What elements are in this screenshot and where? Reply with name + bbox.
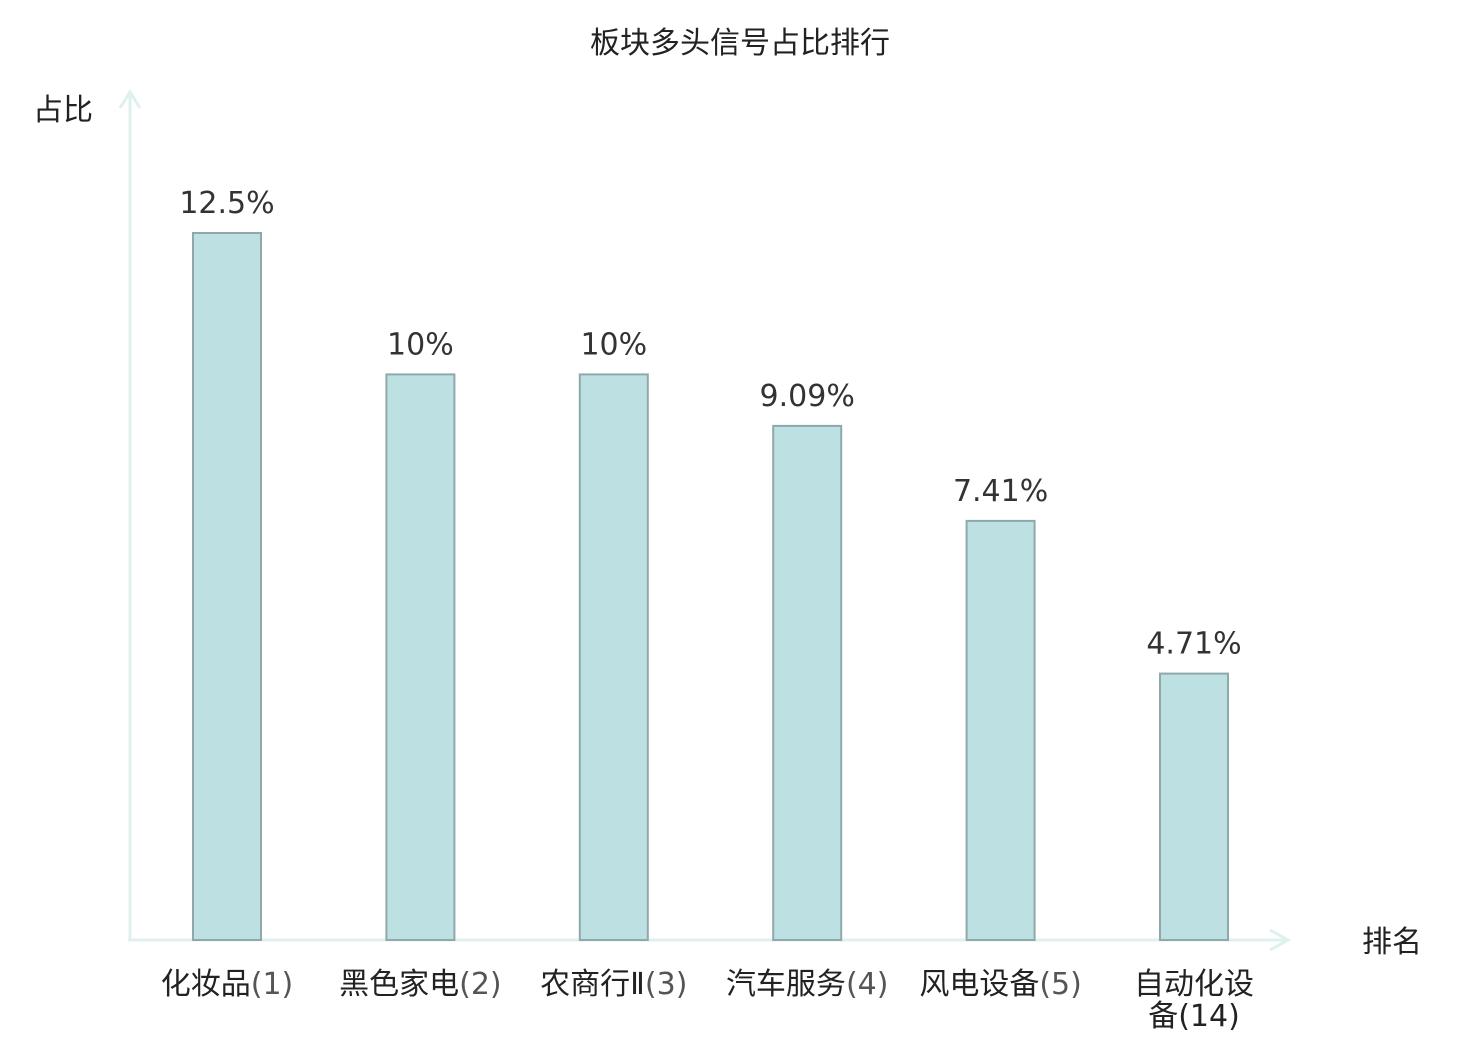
- bar-3: [578, 373, 649, 941]
- category-labels-group: 化妆品(1) 黑色家电(2) 农商行Ⅱ(3) 汽车服务(4) 风电设备(5) 自动化设备(…: [161, 967, 1254, 1034]
- x-axis-label: 排名: [1362, 925, 1422, 960]
- bar-1: [192, 232, 262, 941]
- bar-value-label: 10%: [387, 327, 454, 362]
- bar-value-label: 4.71%: [1146, 627, 1241, 662]
- y-axis: [118, 89, 142, 940]
- category-label: 汽车服务(4): [726, 967, 889, 1002]
- bar-value-label: 10%: [580, 327, 647, 362]
- category-label: 农商行Ⅱ(3): [540, 967, 687, 1002]
- bar-4: [772, 424, 843, 941]
- category-label: 黑色家电(2): [339, 967, 502, 1002]
- bar-value-label: 9.09%: [760, 379, 855, 414]
- chart-title: 板块多头信号占比排行: [590, 26, 890, 61]
- bar-6: [1159, 672, 1229, 941]
- category-label: 自动化设备(14): [1134, 967, 1254, 1034]
- category-label: 风电设备(5): [919, 967, 1082, 1002]
- bar-value-label: 12.5%: [179, 186, 274, 221]
- bar-5: [965, 519, 1036, 942]
- x-axis: [128, 928, 1292, 952]
- value-labels-group: 12.5% 10% 10% 9.09% 7.41% 4.71%: [179, 186, 1241, 662]
- bars-group: [192, 232, 1229, 942]
- category-label: 化妆品(1): [161, 967, 294, 1002]
- y-axis-label: 占比: [33, 93, 93, 128]
- bar-2: [385, 373, 456, 941]
- bar-value-label: 7.41%: [953, 474, 1048, 509]
